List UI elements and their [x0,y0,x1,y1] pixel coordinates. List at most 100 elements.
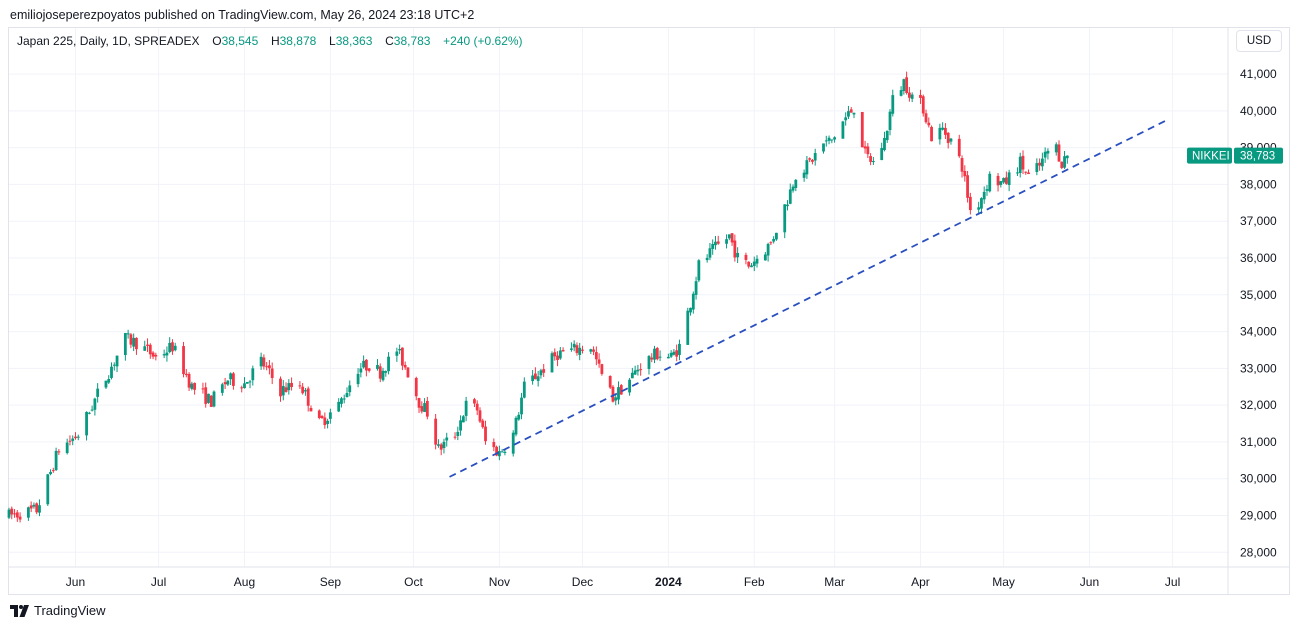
candle [165,346,169,362]
candle [406,367,410,378]
candle-body [556,355,559,360]
candle [999,180,1003,188]
candle [689,307,692,316]
candle-body [553,352,557,357]
candle [653,345,656,364]
candle-body [232,373,235,386]
candle-body [899,90,903,96]
candle-body [802,172,806,178]
candle [284,382,288,393]
candle-body [1043,151,1047,158]
candle-body [675,350,679,357]
tradingview-footer[interactable]: TradingView [10,603,106,618]
candle [209,395,213,407]
candle [1060,161,1064,170]
candle-body [270,368,274,378]
candle [827,135,831,145]
candle-body [860,111,864,148]
candle [497,445,501,461]
candle-body [54,450,58,470]
candle-body [384,371,388,373]
candle [112,362,116,371]
candle [7,507,11,520]
candle-body [805,160,809,175]
candle [966,170,969,203]
candle-body [15,512,19,518]
candle [298,381,302,389]
grid-lines [9,28,1228,567]
candle [146,338,149,352]
candle-body [154,354,158,357]
candle-body [26,507,30,518]
dashed-trendline[interactable] [449,119,1168,478]
candle-body [287,383,291,391]
candle-body [184,373,188,376]
candle-body [220,384,224,393]
candle-body [891,95,895,114]
candle-body [309,407,313,412]
candle [650,353,654,363]
candle [143,340,147,352]
candle-body [1063,156,1066,168]
candle [270,362,274,385]
candle [204,382,208,408]
time-tick-label: Feb [744,575,765,589]
candle [808,157,812,163]
candle-body [708,248,712,258]
candle-body [398,349,402,351]
candle [290,377,293,391]
candle-body [611,386,615,402]
candle-body [497,451,501,457]
candle [752,256,756,272]
time-tick-label: Dec [572,575,593,589]
price-tag-name-bg [1187,147,1232,164]
candle [949,137,953,145]
symbol-name: Japan 225, Daily, 1D, SPREADEX [17,34,200,48]
candle [805,155,809,179]
candle [694,276,698,300]
candle-body [190,383,194,389]
candle-body [38,505,41,513]
candle [517,412,521,421]
candle-body [437,444,440,446]
candle-body [885,130,889,141]
candle-body [966,175,969,198]
candle [592,346,595,356]
chart-frame[interactable] [8,27,1290,595]
candle [104,380,108,390]
candle-body [752,261,756,266]
candle [907,86,911,102]
candle-body [608,376,612,388]
time-tick-label: May [992,575,1015,589]
candle [902,78,906,95]
candle [769,241,773,246]
candle [342,394,346,404]
time-tick-label: Nov [489,575,510,589]
candle-body [10,508,14,515]
price-tick-label: 38,000 [1240,177,1277,191]
candle [885,130,889,143]
tradingview-brand: TradingView [34,603,106,618]
time-tick-label: Mar [824,575,845,589]
candle-body [223,382,227,385]
candle [151,351,155,360]
candle-body [517,414,521,420]
candle-body [306,388,310,406]
open-label: O [212,34,222,48]
candle [32,502,36,509]
candle [226,380,230,387]
candle [74,432,77,440]
candle [65,438,69,455]
candle-body [985,189,989,191]
candle [306,386,310,412]
candle [442,438,446,454]
candle-body [849,109,853,113]
candle [29,501,33,513]
candle-body [32,504,36,507]
candle [51,467,55,473]
currency-button[interactable]: USD [1236,30,1282,52]
candle-body [71,438,75,441]
candle [636,364,640,376]
candle [240,385,244,393]
